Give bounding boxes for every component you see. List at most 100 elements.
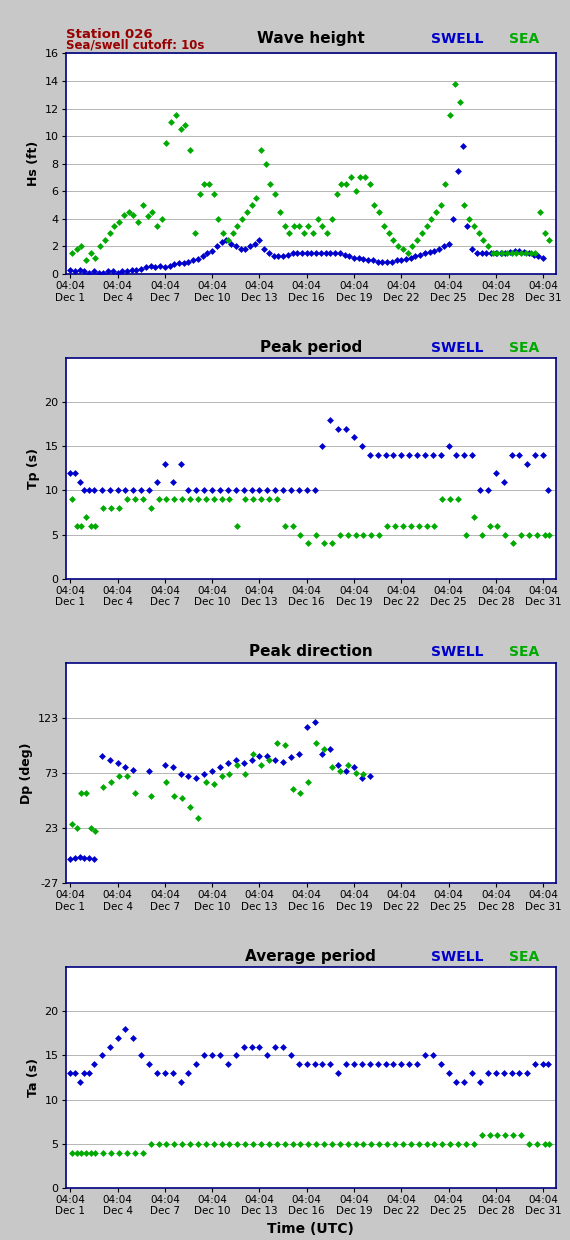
Point (80, 1063, 89, 1083)
Point (71, 463, 80, 482)
Point (99, 263, 108, 283)
Point (105, 480, 114, 500)
Point (290, 216, 299, 236)
Point (455, 92, 464, 112)
Point (296, 782, 305, 802)
Point (357, 1054, 367, 1074)
Point (185, 1133, 194, 1153)
Point (75, 847, 84, 867)
Point (264, 490, 274, 510)
Point (373, 1054, 382, 1074)
Point (545, 1133, 554, 1153)
Point (540, 223, 549, 243)
Point (100, 229, 109, 249)
Text: Peak direction: Peak direction (249, 645, 373, 660)
Point (247, 195, 256, 215)
Point (145, 761, 154, 781)
Point (444, 234, 453, 254)
Point (263, 1045, 272, 1065)
Point (292, 243, 302, 263)
Point (405, 1054, 414, 1074)
Point (420, 445, 429, 465)
Point (249, 1133, 258, 1153)
Text: Peak period: Peak period (259, 340, 362, 355)
Point (203, 243, 212, 263)
Point (365, 766, 374, 786)
Point (71, 848, 80, 868)
Point (80, 480, 89, 500)
Point (539, 445, 548, 465)
Point (77, 1143, 86, 1163)
Point (299, 223, 308, 243)
Point (508, 1125, 518, 1145)
Point (137, 480, 146, 500)
Point (129, 205, 138, 224)
Point (516, 525, 526, 544)
Point (131, 490, 140, 510)
Point (545, 525, 554, 544)
Point (491, 1063, 500, 1083)
Point (212, 237, 221, 257)
Point (279, 247, 288, 267)
Point (416, 244, 425, 264)
Point (515, 241, 524, 260)
Point (193, 1133, 202, 1153)
Point (162, 133, 171, 153)
Point (335, 761, 344, 781)
Point (84, 1063, 93, 1083)
Point (496, 243, 505, 263)
Point (460, 195, 469, 215)
Point (279, 480, 288, 500)
Point (397, 1054, 406, 1074)
Point (286, 1045, 295, 1065)
Point (241, 764, 250, 784)
Point (72, 516, 81, 536)
Point (77, 237, 86, 257)
Point (308, 223, 317, 243)
Point (436, 1054, 445, 1074)
Point (89, 480, 99, 500)
Point (493, 243, 502, 263)
Point (294, 744, 303, 764)
Point (241, 490, 250, 510)
Point (105, 1037, 114, 1056)
Point (397, 445, 406, 465)
Point (477, 1125, 486, 1145)
Point (288, 243, 297, 263)
Point (264, 750, 274, 770)
Point (225, 1133, 234, 1153)
Point (84, 263, 93, 283)
Point (219, 223, 228, 243)
Point (408, 237, 417, 257)
Point (356, 167, 365, 187)
Point (444, 436, 453, 456)
Point (233, 216, 242, 236)
Point (89, 1054, 99, 1074)
Point (411, 247, 420, 267)
Point (105, 750, 114, 770)
Point (84, 848, 93, 868)
Point (193, 490, 202, 510)
Point (247, 750, 256, 770)
Point (207, 761, 217, 781)
Point (508, 533, 518, 553)
Point (431, 202, 441, 222)
Point (545, 229, 554, 249)
Point (148, 202, 157, 222)
Point (72, 239, 81, 259)
Point (392, 250, 401, 270)
Point (215, 758, 225, 777)
Point (285, 223, 294, 243)
Point (137, 259, 146, 279)
Point (535, 202, 544, 222)
Point (66, 260, 75, 280)
Point (209, 490, 218, 510)
Point (446, 105, 455, 125)
Point (184, 766, 193, 786)
Point (398, 1133, 408, 1153)
Point (333, 1063, 343, 1083)
Point (382, 252, 392, 272)
Point (294, 216, 303, 236)
Point (138, 490, 147, 510)
Point (413, 1054, 422, 1074)
